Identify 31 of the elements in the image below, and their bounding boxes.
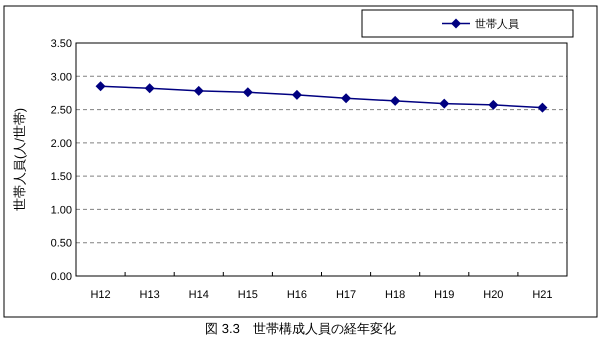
x-tick-label: H12 bbox=[90, 289, 111, 301]
y-tick-label: 2.50 bbox=[50, 104, 72, 117]
x-tick-label: H17 bbox=[336, 289, 356, 301]
y-tick-label: 0.50 bbox=[50, 238, 72, 250]
x-tick-label: H13 bbox=[140, 289, 160, 301]
x-tick-label: H21 bbox=[532, 289, 553, 301]
point bbox=[341, 93, 352, 104]
y-tick-label: 0.00 bbox=[50, 271, 72, 283]
x-tick-label: H19 bbox=[434, 289, 454, 301]
x-tick-label: H14 bbox=[188, 289, 209, 301]
x-tick-label: H15 bbox=[238, 289, 258, 301]
y-tick-label: 3.50 bbox=[50, 38, 72, 50]
text: 図 3.3 世帯構成人員の経年変化 bbox=[205, 321, 396, 336]
point bbox=[96, 81, 106, 92]
y-tick-label: 1.00 bbox=[50, 204, 72, 216]
y-tick-label: 2.00 bbox=[50, 138, 72, 150]
y-tick-label: 1.50 bbox=[50, 171, 72, 184]
point bbox=[144, 83, 155, 94]
point bbox=[194, 86, 204, 96]
point bbox=[242, 87, 253, 98]
point bbox=[488, 100, 498, 110]
x-tick-label: H18 bbox=[385, 289, 406, 301]
y-axis-title: 世帯人員(人/世帯) bbox=[12, 108, 27, 212]
point bbox=[439, 98, 450, 109]
legend-label: 世帯人員 bbox=[475, 18, 519, 30]
point bbox=[292, 90, 302, 100]
point bbox=[537, 102, 548, 113]
point bbox=[390, 96, 400, 106]
x-tick-label: H16 bbox=[286, 289, 308, 301]
y-tick-label: 3.00 bbox=[50, 71, 72, 84]
x-tick-label: H20 bbox=[483, 289, 504, 301]
